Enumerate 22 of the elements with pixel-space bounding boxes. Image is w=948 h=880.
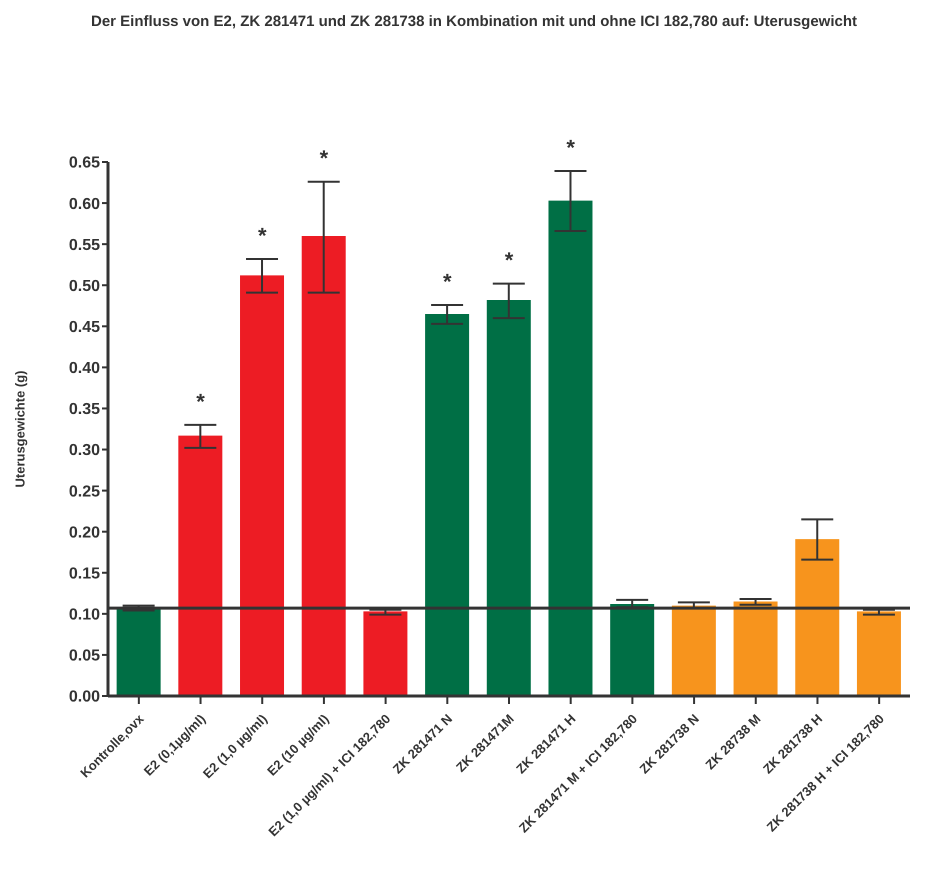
annotation: * [258, 222, 267, 248]
y-tick-label: 0.55 [68, 236, 100, 254]
y-tick-label: 0.05 [68, 648, 100, 665]
annotation: * [320, 146, 329, 171]
y-tick-label: 0.20 [68, 524, 100, 542]
y-tick-label: 0.15 [68, 565, 100, 582]
annotation: * [443, 268, 452, 294]
y-axis-title: Uterusgewichte (g) [12, 370, 28, 488]
y-tick-label: 0.35 [68, 401, 100, 418]
annotation: * [196, 388, 206, 414]
y-tick-label: 0.40 [68, 360, 100, 378]
annotation: * [504, 248, 514, 273]
y-tick-label: 0.30 [68, 442, 100, 460]
y-tick-label: 0.60 [68, 196, 100, 213]
y-tick-label: 0.50 [68, 278, 100, 295]
annotation: * [566, 135, 576, 160]
chart-title: Der Einfluss von E2, ZK 281471 und ZK 281738 in Kombination mit und ohne ICI 182,780 auf: Uterusgewicht [90, 12, 858, 32]
y-tick-label: 0.10 [68, 606, 100, 624]
y-tick-label: 0.00 [68, 688, 100, 706]
y-tick-label: 0.25 [68, 483, 100, 500]
y-tick-label: 0.65 [68, 154, 100, 172]
y-tick-label: 0.45 [68, 318, 100, 336]
